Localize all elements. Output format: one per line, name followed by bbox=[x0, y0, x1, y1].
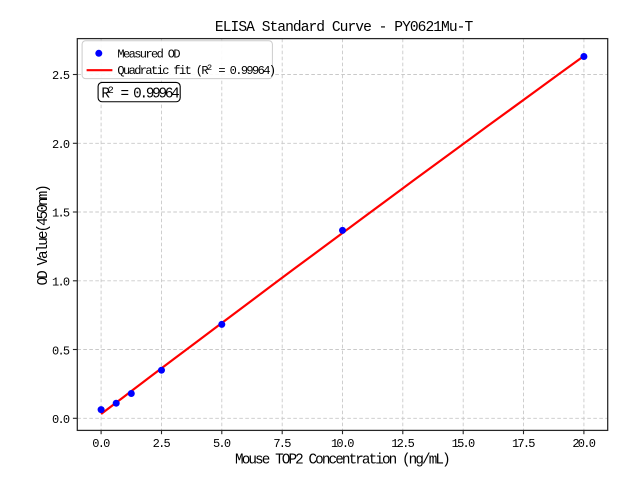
svg-text:OD Value(450nm): OD Value(450nm) bbox=[36, 186, 52, 286]
svg-text:17.5: 17.5 bbox=[512, 437, 535, 451]
svg-text:0.5: 0.5 bbox=[52, 344, 70, 358]
svg-text:2.5: 2.5 bbox=[52, 69, 70, 83]
svg-text:5.0: 5.0 bbox=[213, 437, 231, 451]
svg-text:Quadratic fit (R2 = 0.99964): Quadratic fit (R2 = 0.99964) bbox=[117, 63, 274, 78]
svg-text:12.5: 12.5 bbox=[391, 437, 414, 451]
svg-text:R2 = 0.99964: R2 = 0.99964 bbox=[101, 86, 179, 102]
svg-text:0.0: 0.0 bbox=[52, 413, 70, 427]
svg-text:15.0: 15.0 bbox=[452, 437, 475, 451]
svg-text:10.0: 10.0 bbox=[331, 437, 354, 451]
svg-text:1.0: 1.0 bbox=[52, 276, 70, 290]
svg-text:ELISA Standard Curve - PY0621M: ELISA Standard Curve - PY0621Mu-T bbox=[215, 20, 474, 36]
svg-text:0.0: 0.0 bbox=[92, 437, 110, 451]
svg-text:1.5: 1.5 bbox=[52, 207, 70, 221]
svg-text:Measured OD: Measured OD bbox=[117, 48, 180, 62]
svg-text:20.0: 20.0 bbox=[572, 437, 595, 451]
svg-text:Mouse TOP2 Concentration (ng/m: Mouse TOP2 Concentration (ng/mL) bbox=[235, 453, 449, 469]
svg-text:2.5: 2.5 bbox=[153, 437, 171, 451]
svg-text:7.5: 7.5 bbox=[273, 437, 291, 451]
svg-text:2.0: 2.0 bbox=[52, 138, 70, 152]
